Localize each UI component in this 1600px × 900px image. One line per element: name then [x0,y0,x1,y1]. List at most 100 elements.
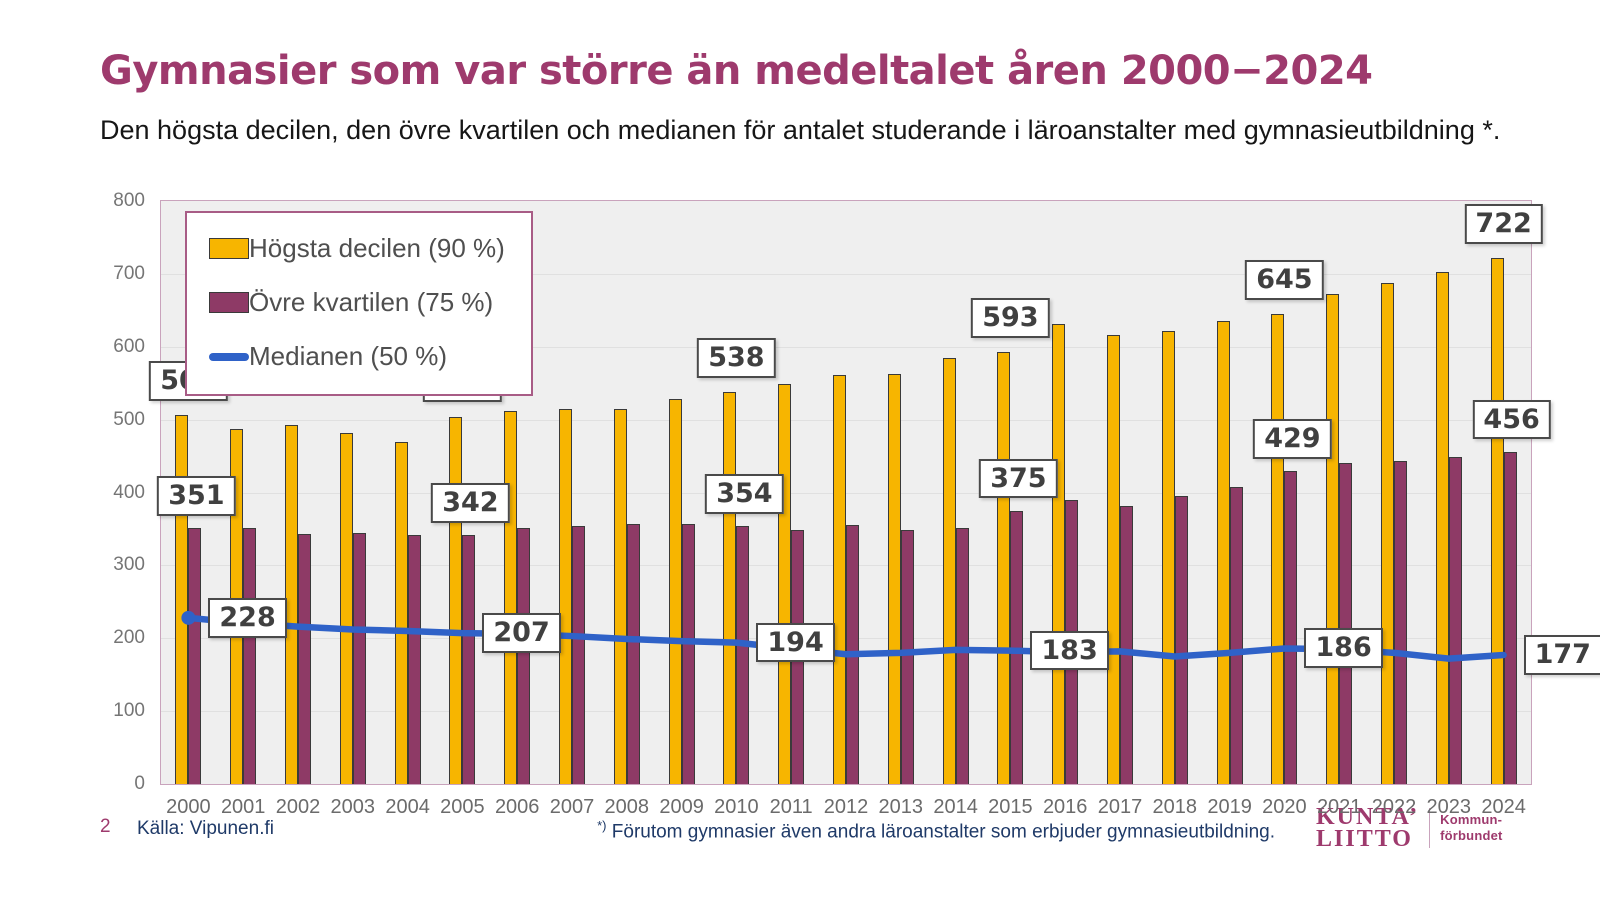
value-label-median-2010: 194 [756,622,835,663]
value-label-median-2000: 228 [208,597,287,638]
x-tick-label-2006: 2006 [494,796,540,818]
bar-ovre-kvartilen-2015 [1010,510,1024,784]
y-tick-label-600: 600 [113,335,145,357]
gridline-400 [161,492,1531,494]
bar-hogsta-decilen-2014 [942,358,956,784]
x-tick-label-2003: 2003 [330,796,376,818]
bar-hogsta-decilen-2008 [613,409,627,784]
source-text: Källa: Vipunen.fi [137,818,274,839]
x-tick-label-2011: 2011 [769,796,813,818]
decile-swatch-icon [209,238,249,259]
y-tick-label-500: 500 [113,408,145,430]
bar-hogsta-decilen-2022 [1381,282,1394,784]
bar-ovre-kvartilen-2018 [1174,496,1188,784]
median-polyline [185,614,1507,662]
gridline-600 [161,346,1531,348]
bar-ovre-kvartilen-2024 [1503,451,1517,784]
x-tick-label-2015: 2015 [988,796,1033,818]
bar-ovre-kvartilen-2021 [1339,463,1353,784]
bar-hogsta-decilen-2009 [668,398,682,784]
bar-ovre-kvartilen-2023 [1448,456,1462,784]
logo-divider [1429,808,1431,849]
bar-hogsta-decilen-2012 [833,375,846,784]
bar-ovre-kvartilen-2010 [736,526,750,784]
bar-hogsta-decilen-2004 [394,441,408,784]
y-tick-label-400: 400 [113,481,145,503]
y-tick-label-300: 300 [113,554,145,576]
bar-ovre-kvartilen-2020 [1284,471,1298,784]
bar-ovre-kvartilen-2006 [517,528,531,784]
x-tick-label-2008: 2008 [604,796,650,818]
value-label-quartile-2005: 342 [431,482,510,523]
x-tick-label-2024: 2024 [1481,796,1526,818]
x-tick-label-2000: 2000 [166,796,211,818]
x-tick-label-2022: 2022 [1371,796,1417,818]
y-tick-label-100: 100 [113,700,145,722]
logo-line2: LIITTO [1316,826,1413,853]
bar-ovre-kvartilen-2014 [955,528,969,784]
y-tick-label-700: 700 [113,262,145,284]
bar-ovre-kvartilen-2017 [1120,505,1133,784]
x-tick-label-2009: 2009 [659,796,704,818]
bar-ovre-kvartilen-2008 [626,523,640,784]
value-label-median-2020: 186 [1304,628,1383,669]
value-label-quartile-2024: 456 [1472,399,1551,440]
bar-hogsta-decilen-2003 [339,433,353,784]
logo-wordmark: KUNTA’ LIITTO [1316,804,1420,853]
legend-label-decile: Högsta decilen (90 %) [249,233,505,263]
bar-ovre-kvartilen-2004 [407,534,421,784]
value-label-decile-2015: 593 [971,297,1050,338]
y-tick-label-0: 0 [134,773,145,794]
bar-ovre-kvartilen-2002 [298,534,311,784]
bar-ovre-kvartilen-2019 [1229,486,1243,784]
bar-hogsta-decilen-2018 [1161,331,1175,784]
footnote-body: Förutom gymnasier även andra läroanstalt… [611,821,1275,843]
gridline-500 [161,419,1531,421]
x-tick-label-2016: 2016 [1042,796,1088,818]
x-tick-label-2021: 2021 [1316,796,1362,818]
x-tick-label-2012: 2012 [823,796,869,818]
x-tick-label-2019: 2019 [1207,796,1252,818]
x-tick-label-2010: 2010 [714,796,759,818]
gridline-700 [161,273,1531,275]
plot-area: Högsta decilen (90 %) Övre kvartilen (75… [113,190,1600,818]
x-tick-label-2002: 2002 [275,796,321,818]
x-tick-label-2014: 2014 [933,796,978,818]
x-tick-label-2017: 2017 [1097,796,1143,818]
bar-ovre-kvartilen-2005 [462,534,476,784]
logo-swedish-name: Kommun- förbundet [1440,812,1502,843]
logo-right-line2: förbundet [1440,828,1503,844]
logo-right-line1: Kommun- [1440,812,1503,828]
bar-ovre-kvartilen-2000 [188,528,202,784]
x-tick-label-2018: 2018 [1152,796,1198,818]
bar-ovre-kvartilen-2022 [1394,461,1407,784]
bar-ovre-kvartilen-2009 [681,523,695,784]
value-label-decile-2010: 538 [697,337,776,378]
x-tick-label-2013: 2013 [878,796,924,818]
value-label-median-2005: 207 [482,613,561,653]
footnote-marker: *) [597,818,607,833]
median-start-dot [181,610,196,625]
page-subtitle: Den högsta decilen, den övre kvartilen o… [100,115,1501,145]
value-label-decile-2024: 722 [1464,203,1543,244]
bar-ovre-kvartilen-2007 [572,526,585,784]
legend-item-decile: Högsta decilen (90 %) [209,233,505,264]
value-label-quartile-2020: 429 [1253,419,1332,460]
legend-item-quartile: Övre kvartilen (75 %) [209,287,505,318]
bar-hogsta-decilen-2013 [887,374,901,784]
legend-item-median: Medianen (50 %) [209,341,505,372]
quartile-swatch-icon [209,292,249,313]
value-label-decile-2020: 645 [1245,259,1324,300]
bar-hogsta-decilen-2007 [559,408,572,784]
value-label-quartile-2015: 375 [979,458,1058,499]
y-tick-label-200: 200 [113,627,145,649]
x-tick-label-2005: 2005 [440,796,485,818]
page-title: Gymnasier som var större än medeltalet å… [100,48,1373,94]
footnote-text: *) Förutom gymnasier även andra läroanst… [597,818,1275,843]
bar-hogsta-decilen-2017 [1107,335,1120,784]
bar-ovre-kvartilen-2003 [352,532,366,784]
bar-ovre-kvartilen-2013 [900,529,914,784]
value-label-median-2024: 177 [1523,635,1600,675]
logo-line1: KUNTA’ [1316,804,1420,830]
